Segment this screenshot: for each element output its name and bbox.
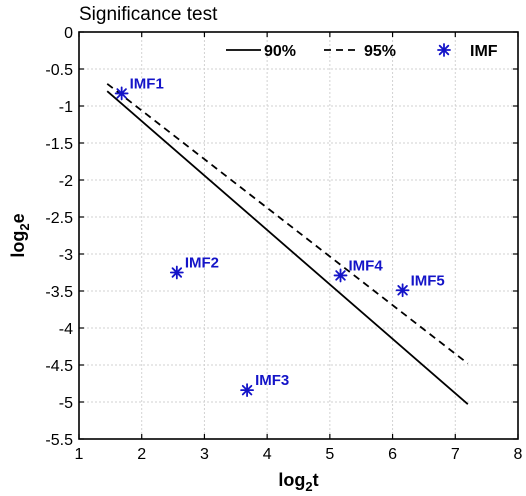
legend-label-90: 90% <box>264 43 296 60</box>
x-axis-label-var: t <box>313 470 319 490</box>
y-tick-label: -5.5 <box>45 432 73 449</box>
y-tick-label: -4.5 <box>45 358 73 375</box>
imf-marker-imf3 <box>240 383 254 398</box>
y-tick-label: -1.5 <box>45 136 73 153</box>
asterisk-stroke <box>116 88 127 99</box>
asterisk-stroke <box>171 267 183 278</box>
y-axis-label-sub: 2 <box>17 223 32 230</box>
x-axis-label-sub: 2 <box>305 479 312 494</box>
x-tick-label: 7 <box>451 446 460 463</box>
y-tick-label: -4 <box>59 321 73 338</box>
imf-point-label: IMF5 <box>411 272 445 289</box>
asterisk-stroke <box>335 270 346 281</box>
imf-point-label: IMF1 <box>130 75 164 92</box>
imf-marker-imf4 <box>333 268 348 283</box>
y-tick-label: -1 <box>59 99 73 116</box>
y-axis-label-var: e <box>8 213 28 223</box>
asterisk-stroke <box>438 44 450 56</box>
x-tick-label: 2 <box>137 446 146 463</box>
x-tick-label: 8 <box>514 446 523 463</box>
y-tick-label: -5 <box>59 395 73 412</box>
imf-points: IMF1 IMF2 IMF3 IMF4 IMF5 <box>114 75 445 398</box>
imf-marker-imf5 <box>395 283 410 298</box>
imf-point-label: IMF2 <box>185 255 219 272</box>
imf-marker-imf1 <box>114 86 129 101</box>
x-tick-label: 3 <box>200 446 209 463</box>
imf-point-label: IMF3 <box>255 372 289 389</box>
x-tick-label: 4 <box>263 446 272 463</box>
y-tick-label: -2.5 <box>45 210 73 227</box>
axis-ticks: 1 2 3 4 5 6 7 8 0 -0.5 -1 -1.5 -2 -2.5 -3 -3.5 -4 -4.5 -5 -… <box>45 25 522 463</box>
y-tick-label: 0 <box>64 25 73 42</box>
legend: 90% 95% IMF <box>226 43 498 60</box>
y-tick-label: -3 <box>59 247 73 264</box>
legend-label-imf: IMF <box>470 43 498 60</box>
asterisk-stroke <box>397 285 408 296</box>
x-tick-label: 1 <box>75 446 84 463</box>
y-axis-label: log2e <box>8 213 32 257</box>
y-tick-label: -0.5 <box>45 62 73 79</box>
x-tick-label: 6 <box>388 446 397 463</box>
asterisk-stroke <box>241 384 253 396</box>
chart-title: Significance test <box>79 4 218 25</box>
x-axis-label: log2t <box>278 470 318 494</box>
line-95pct <box>106 83 469 365</box>
plot-frame <box>78 31 519 440</box>
legend-imf-marker <box>437 43 451 57</box>
x-axis-label-base: log <box>278 470 305 490</box>
x-tick-label: 5 <box>325 446 334 463</box>
line-90pct <box>106 90 469 405</box>
threshold-lines <box>106 83 469 405</box>
y-tick-label: -2 <box>59 173 73 190</box>
grid-lines <box>79 32 518 439</box>
y-tick-label: -3.5 <box>45 284 73 301</box>
imf-marker-imf2 <box>169 265 184 280</box>
imf-point-label: IMF4 <box>349 257 384 274</box>
y-axis-label-base: log <box>8 231 28 258</box>
legend-label-95: 95% <box>364 43 396 60</box>
